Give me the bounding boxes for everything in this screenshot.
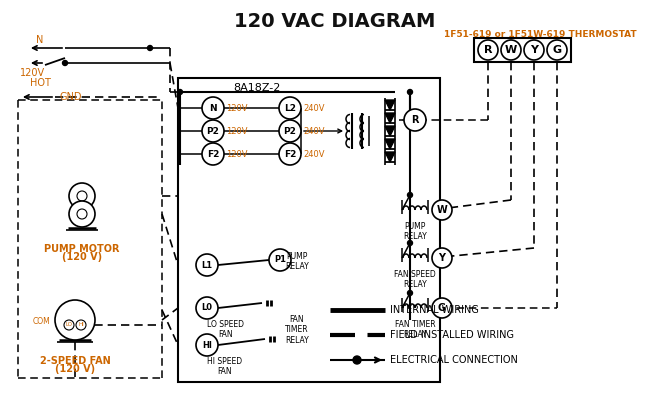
Circle shape bbox=[279, 97, 301, 119]
Text: 240V: 240V bbox=[303, 103, 324, 112]
Circle shape bbox=[407, 241, 413, 246]
Polygon shape bbox=[385, 139, 395, 149]
Circle shape bbox=[432, 200, 452, 220]
Text: F2: F2 bbox=[207, 150, 219, 158]
Text: R: R bbox=[484, 45, 492, 55]
Text: F2: F2 bbox=[284, 150, 296, 158]
Text: L0: L0 bbox=[202, 303, 212, 313]
Circle shape bbox=[76, 320, 86, 330]
Text: Y: Y bbox=[530, 45, 538, 55]
Text: LO SPEED
FAN: LO SPEED FAN bbox=[207, 320, 244, 339]
Text: W: W bbox=[437, 205, 448, 215]
Circle shape bbox=[62, 60, 68, 65]
Text: HI: HI bbox=[78, 323, 84, 328]
Text: LO: LO bbox=[66, 323, 72, 328]
Circle shape bbox=[279, 143, 301, 165]
Circle shape bbox=[407, 90, 413, 95]
Text: FAN
TIMER
RELAY: FAN TIMER RELAY bbox=[285, 315, 309, 345]
Polygon shape bbox=[385, 126, 395, 136]
Text: PUMP MOTOR: PUMP MOTOR bbox=[44, 244, 120, 254]
Circle shape bbox=[501, 40, 521, 60]
Circle shape bbox=[353, 356, 361, 364]
Text: 120V: 120V bbox=[226, 127, 247, 135]
Circle shape bbox=[147, 46, 153, 51]
Text: Y: Y bbox=[438, 253, 446, 263]
Text: ELECTRICAL CONNECTION: ELECTRICAL CONNECTION bbox=[390, 355, 518, 365]
Text: FAN TIMER
RELAY: FAN TIMER RELAY bbox=[395, 320, 436, 339]
Text: INTERNAL WIRING: INTERNAL WIRING bbox=[390, 305, 479, 315]
Circle shape bbox=[202, 120, 224, 142]
Text: W: W bbox=[505, 45, 517, 55]
Text: HI: HI bbox=[202, 341, 212, 349]
Text: 2-SPEED FAN: 2-SPEED FAN bbox=[40, 356, 111, 366]
Circle shape bbox=[279, 120, 301, 142]
Text: G: G bbox=[438, 303, 446, 313]
Text: PUMP
RELAY: PUMP RELAY bbox=[403, 222, 427, 241]
Text: (120 V): (120 V) bbox=[62, 252, 102, 262]
Circle shape bbox=[404, 109, 426, 131]
Text: GND: GND bbox=[60, 92, 82, 102]
Circle shape bbox=[269, 249, 291, 271]
Polygon shape bbox=[385, 152, 395, 162]
Text: 120V: 120V bbox=[20, 68, 45, 78]
Text: FIELD INSTALLED WIRING: FIELD INSTALLED WIRING bbox=[390, 330, 514, 340]
Circle shape bbox=[478, 40, 498, 60]
Circle shape bbox=[55, 300, 95, 340]
Text: R: R bbox=[411, 115, 419, 125]
Text: G: G bbox=[553, 45, 561, 55]
Circle shape bbox=[407, 192, 413, 197]
Text: FAN SPEED
RELAY: FAN SPEED RELAY bbox=[394, 270, 436, 290]
Text: N: N bbox=[209, 103, 217, 112]
Polygon shape bbox=[385, 100, 395, 110]
Text: 120V: 120V bbox=[226, 103, 247, 112]
Circle shape bbox=[196, 254, 218, 276]
Bar bbox=[178, 78, 440, 382]
Circle shape bbox=[64, 320, 74, 330]
Text: P1: P1 bbox=[274, 256, 286, 264]
Polygon shape bbox=[385, 113, 395, 123]
Text: P2: P2 bbox=[206, 127, 220, 135]
Text: (120 V): (120 V) bbox=[55, 364, 95, 374]
Text: HI SPEED
FAN: HI SPEED FAN bbox=[207, 357, 242, 376]
Circle shape bbox=[196, 297, 218, 319]
Text: 1F51-619 or 1F51W-619 THERMOSTAT: 1F51-619 or 1F51W-619 THERMOSTAT bbox=[444, 30, 636, 39]
Text: 120 VAC DIAGRAM: 120 VAC DIAGRAM bbox=[234, 12, 436, 31]
Circle shape bbox=[196, 334, 218, 356]
Circle shape bbox=[432, 298, 452, 318]
Circle shape bbox=[178, 90, 182, 95]
Text: 240V: 240V bbox=[303, 127, 324, 135]
Circle shape bbox=[432, 248, 452, 268]
Text: 240V: 240V bbox=[303, 150, 324, 158]
Text: L2: L2 bbox=[284, 103, 296, 112]
Text: L1: L1 bbox=[202, 261, 212, 269]
Circle shape bbox=[524, 40, 544, 60]
Bar bbox=[474, 38, 571, 62]
Circle shape bbox=[69, 201, 95, 227]
Text: N: N bbox=[36, 35, 44, 45]
Text: PUMP
RELAY: PUMP RELAY bbox=[285, 252, 309, 272]
Text: 120V: 120V bbox=[226, 150, 247, 158]
Text: HOT: HOT bbox=[30, 78, 51, 88]
Circle shape bbox=[547, 40, 567, 60]
Circle shape bbox=[407, 290, 413, 295]
Circle shape bbox=[202, 143, 224, 165]
Text: P2: P2 bbox=[283, 127, 296, 135]
Text: COM: COM bbox=[32, 316, 50, 326]
Circle shape bbox=[202, 97, 224, 119]
Circle shape bbox=[69, 183, 95, 209]
Text: 8A18Z-2: 8A18Z-2 bbox=[233, 83, 280, 93]
